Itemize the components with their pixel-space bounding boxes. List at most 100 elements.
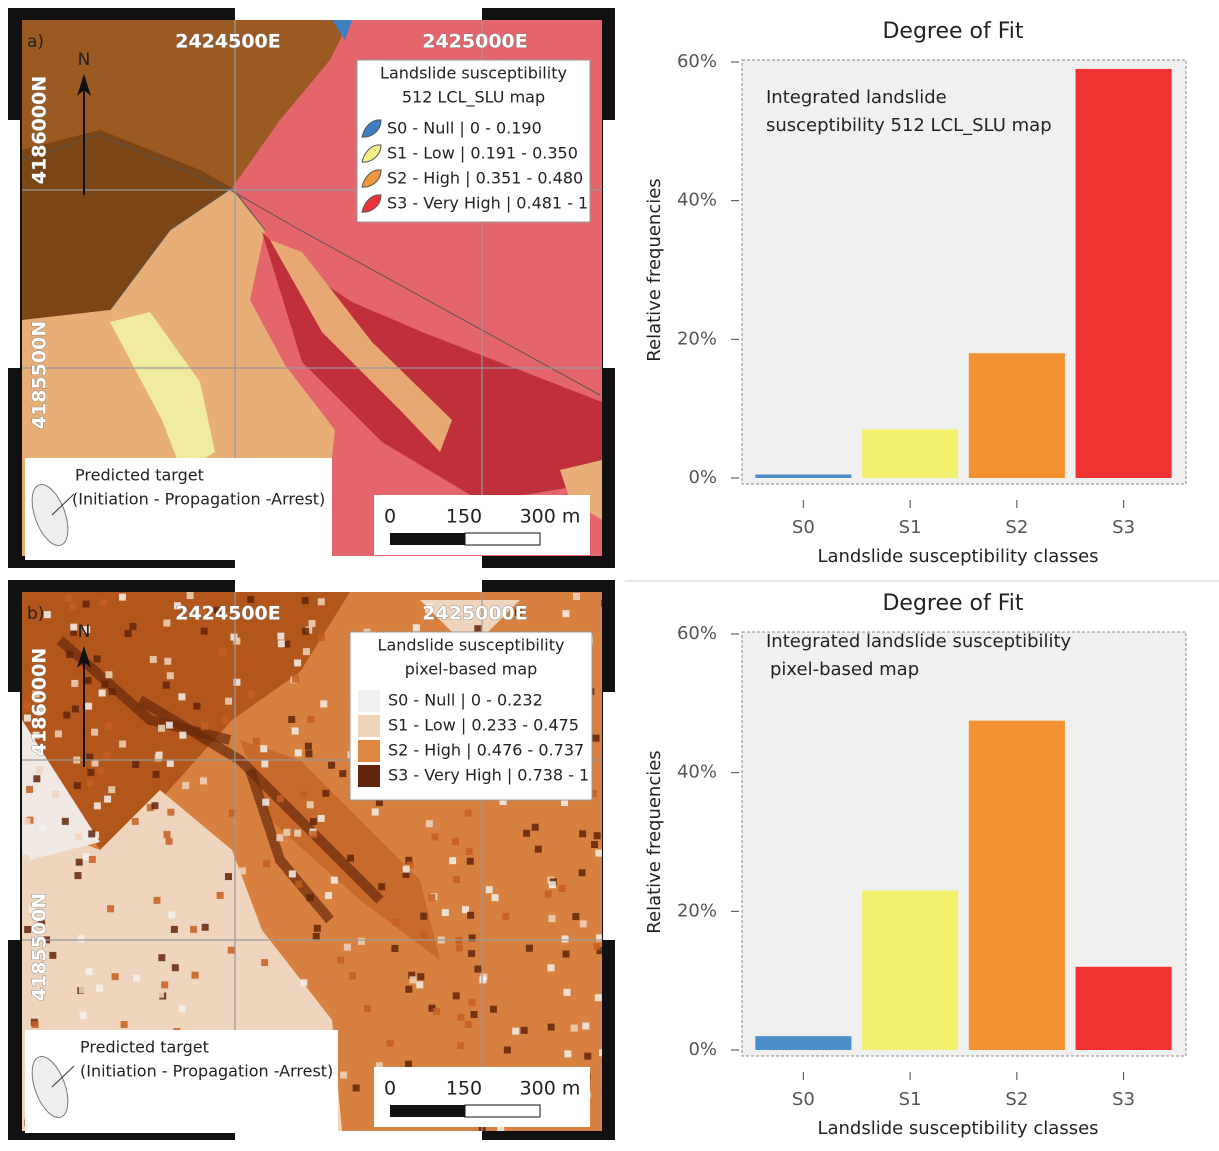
pixel bbox=[433, 1008, 440, 1015]
pixel bbox=[300, 791, 307, 798]
pixel bbox=[164, 831, 171, 838]
pixel bbox=[465, 1021, 472, 1028]
pixel bbox=[339, 770, 346, 777]
pixel bbox=[105, 671, 112, 678]
pixel bbox=[179, 732, 186, 739]
y-tick-label: 20% bbox=[677, 900, 717, 921]
legend-item: S2 - High | 0.351 - 0.480 bbox=[387, 169, 583, 188]
legend-title: pixel-based map bbox=[405, 660, 538, 679]
pixel bbox=[97, 767, 104, 774]
pixel bbox=[372, 809, 379, 816]
pixel bbox=[403, 866, 410, 873]
pixel bbox=[322, 790, 329, 797]
pixel bbox=[353, 1084, 360, 1091]
pixel bbox=[76, 859, 83, 866]
pixel bbox=[420, 931, 427, 938]
pixel bbox=[263, 984, 270, 991]
pixel bbox=[572, 913, 579, 920]
pixel bbox=[157, 991, 164, 998]
frame-segment bbox=[235, 580, 482, 592]
pixel bbox=[344, 944, 351, 951]
legend-title: Landslide susceptibility bbox=[380, 64, 567, 83]
pixel bbox=[405, 1061, 412, 1068]
pixel bbox=[74, 872, 81, 879]
pixel bbox=[107, 905, 114, 912]
north-label: N bbox=[78, 622, 91, 642]
pixel bbox=[413, 624, 420, 631]
pixel bbox=[83, 601, 90, 608]
annotation: Integrated landslide bbox=[766, 87, 947, 108]
pixel bbox=[89, 856, 96, 863]
pixel bbox=[318, 815, 325, 822]
pixel bbox=[579, 830, 586, 837]
pixel bbox=[178, 693, 185, 700]
pixel bbox=[502, 913, 509, 920]
y-tick-label: 0% bbox=[688, 467, 717, 488]
pixel bbox=[292, 676, 299, 683]
pixel bbox=[201, 628, 208, 635]
pixel bbox=[132, 761, 139, 768]
pixel bbox=[79, 986, 86, 993]
pixel bbox=[164, 658, 171, 665]
pixel bbox=[91, 729, 98, 736]
legend-item: S0 - Null | 0 - 0.232 bbox=[388, 691, 543, 710]
northing-label: 4185500N bbox=[29, 893, 51, 1001]
pixel bbox=[442, 909, 449, 916]
pixel bbox=[300, 979, 307, 986]
pixel bbox=[150, 656, 157, 663]
panel-label: b) bbox=[27, 604, 44, 624]
scale-label: 300 m bbox=[520, 1078, 581, 1100]
pixel bbox=[163, 682, 170, 689]
bar bbox=[969, 721, 1065, 1050]
x-axis-title: Landslide susceptibility classes bbox=[817, 1118, 1098, 1139]
pixel bbox=[66, 651, 73, 658]
pixel bbox=[420, 913, 427, 920]
pixel bbox=[410, 976, 417, 983]
annotation: susceptibility 512 LCL_SLU map bbox=[766, 115, 1052, 136]
pixel bbox=[294, 659, 301, 666]
scale-segment bbox=[465, 1105, 540, 1117]
pixel bbox=[302, 597, 309, 604]
pixel bbox=[306, 894, 313, 901]
pixel bbox=[109, 688, 116, 695]
pixel bbox=[104, 796, 111, 803]
pixel bbox=[36, 766, 43, 773]
pixel bbox=[313, 933, 320, 940]
pixel bbox=[479, 976, 486, 983]
pixel bbox=[84, 677, 91, 684]
pixel bbox=[65, 595, 72, 602]
pixel bbox=[261, 959, 268, 966]
pixel bbox=[244, 1020, 251, 1027]
x-tick-label: S1 bbox=[899, 1089, 922, 1110]
pixel bbox=[573, 593, 580, 600]
pixel bbox=[294, 830, 301, 837]
legend-item: S1 - Low | 0.191 - 0.350 bbox=[387, 144, 578, 163]
pixel bbox=[310, 831, 317, 838]
pixel bbox=[547, 964, 554, 971]
figure: a)2424500E2425000E4186000N4185500NNLands… bbox=[0, 0, 1219, 1151]
scale-label: 150 bbox=[446, 1078, 482, 1100]
y-tick-label: 20% bbox=[677, 328, 717, 349]
pixel bbox=[201, 723, 208, 730]
pixel bbox=[295, 749, 302, 756]
pixel bbox=[471, 1011, 478, 1018]
pixel bbox=[490, 1006, 497, 1013]
pixel bbox=[179, 1005, 186, 1012]
pixel bbox=[378, 883, 385, 890]
pixel bbox=[457, 1042, 464, 1049]
pixel bbox=[119, 594, 126, 601]
pixel bbox=[523, 830, 530, 837]
pixel bbox=[563, 951, 570, 958]
pixel bbox=[171, 926, 178, 933]
pixel bbox=[455, 937, 462, 944]
pixel bbox=[347, 855, 354, 862]
pixel bbox=[172, 964, 179, 971]
pixel bbox=[535, 846, 542, 853]
pixel bbox=[44, 611, 51, 618]
pixel bbox=[405, 986, 412, 993]
pixel bbox=[305, 743, 312, 750]
pixel bbox=[429, 894, 436, 901]
legend-swatch bbox=[358, 765, 380, 787]
pixel bbox=[288, 716, 295, 723]
pixel bbox=[289, 870, 296, 877]
